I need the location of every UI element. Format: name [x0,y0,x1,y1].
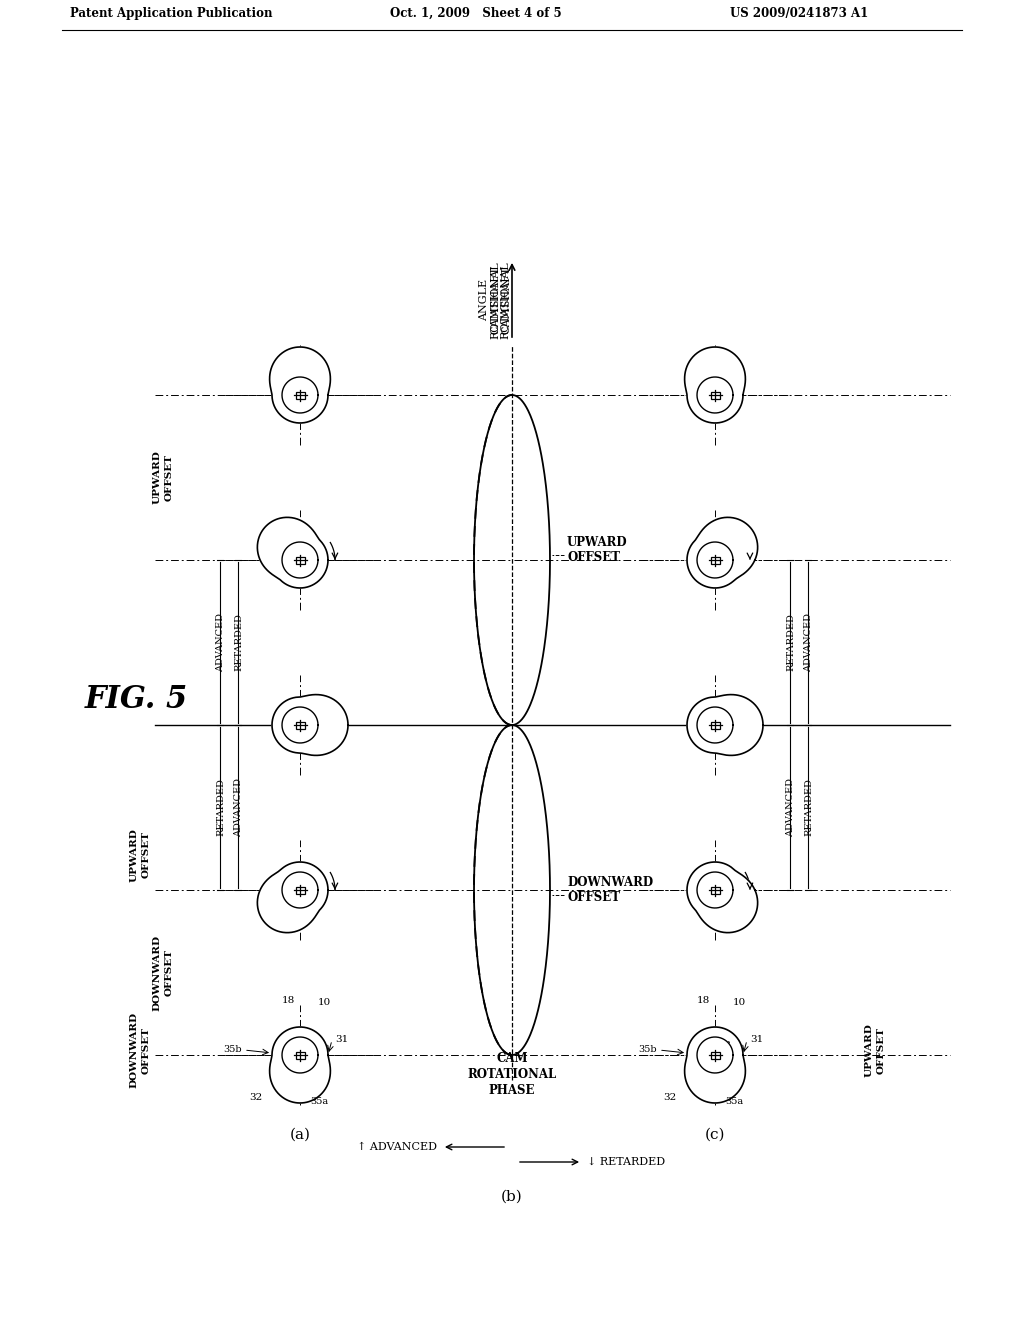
Polygon shape [282,708,318,743]
Text: DOWNWARD
OFFSET: DOWNWARD OFFSET [130,1012,151,1088]
Text: CAM
ROTATIONAL
PHASE: CAM ROTATIONAL PHASE [467,1052,557,1097]
Text: α: α [703,1063,711,1072]
Text: DOWNWARD
OFFSET: DOWNWARD OFFSET [567,876,653,904]
Text: RETARDED: RETARDED [805,779,813,837]
Text: 31: 31 [750,1035,763,1044]
Text: (b): (b) [501,1191,523,1204]
Text: 10: 10 [318,998,331,1007]
Text: ↓ RETARDED: ↓ RETARDED [587,1158,666,1167]
Text: UPWARD
OFFSET: UPWARD OFFSET [153,450,173,504]
Polygon shape [697,1038,733,1073]
Text: (c): (c) [705,1129,725,1142]
Bar [711,557,720,564]
Text: UPWARD
OFFSET: UPWARD OFFSET [864,1023,886,1077]
Polygon shape [282,378,318,413]
Bar [296,887,304,894]
Text: FIG. 5: FIG. 5 [85,685,188,715]
Polygon shape [697,378,733,413]
Text: ADVANCED: ADVANCED [216,612,225,672]
Polygon shape [282,873,318,908]
Text: 32: 32 [249,1093,262,1102]
Bar [711,1052,720,1059]
Polygon shape [282,1038,318,1073]
Text: 35a: 35a [725,1097,743,1106]
Bar [296,392,304,399]
Polygon shape [269,1027,331,1104]
Polygon shape [697,873,733,908]
Text: ADVANCED: ADVANCED [805,612,813,672]
Text: RETARDED: RETARDED [216,779,225,837]
Text: 32: 32 [664,1093,677,1102]
Text: ANGLE: ANGLE [479,279,489,321]
Text: (a): (a) [290,1129,310,1142]
Polygon shape [282,543,318,578]
Text: CAMSHAFT: CAMSHAFT [501,265,511,334]
Polygon shape [257,517,328,587]
Text: UPWARD
OFFSET: UPWARD OFFSET [567,536,628,564]
Bar [296,1052,304,1059]
Polygon shape [687,517,758,587]
Text: 31: 31 [335,1035,348,1044]
Text: US 2009/0241873 A1: US 2009/0241873 A1 [730,7,868,20]
Polygon shape [272,694,348,755]
Text: CAMSHAFT: CAMSHAFT [490,265,500,334]
Text: ↑ ADVANCED: ↑ ADVANCED [357,1142,437,1152]
Text: 18: 18 [696,997,710,1005]
Polygon shape [697,708,733,743]
Text: ADVANCED: ADVANCED [786,777,796,837]
Text: Patent Application Publication: Patent Application Publication [70,7,272,20]
Text: β: β [305,1061,311,1072]
Polygon shape [269,347,331,422]
Polygon shape [685,1027,745,1104]
Polygon shape [257,862,328,933]
Polygon shape [697,543,733,578]
Polygon shape [685,347,745,422]
Text: RETARDED: RETARDED [234,614,244,672]
Text: ROTATIONAL: ROTATIONAL [490,261,500,339]
Text: 18: 18 [282,997,295,1005]
Polygon shape [687,694,763,755]
Text: Oct. 1, 2009   Sheet 4 of 5: Oct. 1, 2009 Sheet 4 of 5 [390,7,561,20]
Text: RETARDED: RETARDED [786,614,796,672]
Text: ADVANCED: ADVANCED [234,777,244,837]
Bar [296,557,304,564]
Text: α: α [285,1041,292,1052]
Bar [711,887,720,894]
Text: 10: 10 [733,998,746,1007]
Bar [296,722,304,729]
Text: 35b: 35b [638,1045,657,1055]
Text: DOWNWARD
OFFSET: DOWNWARD OFFSET [153,935,173,1011]
Bar [711,722,720,729]
Text: β: β [724,1041,730,1052]
Text: 35a: 35a [310,1097,328,1106]
Polygon shape [687,862,758,933]
Text: 35b: 35b [223,1045,242,1055]
Text: UPWARD
OFFSET: UPWARD OFFSET [130,828,151,882]
Text: ROTATIONAL: ROTATIONAL [500,261,510,339]
Bar [711,392,720,399]
